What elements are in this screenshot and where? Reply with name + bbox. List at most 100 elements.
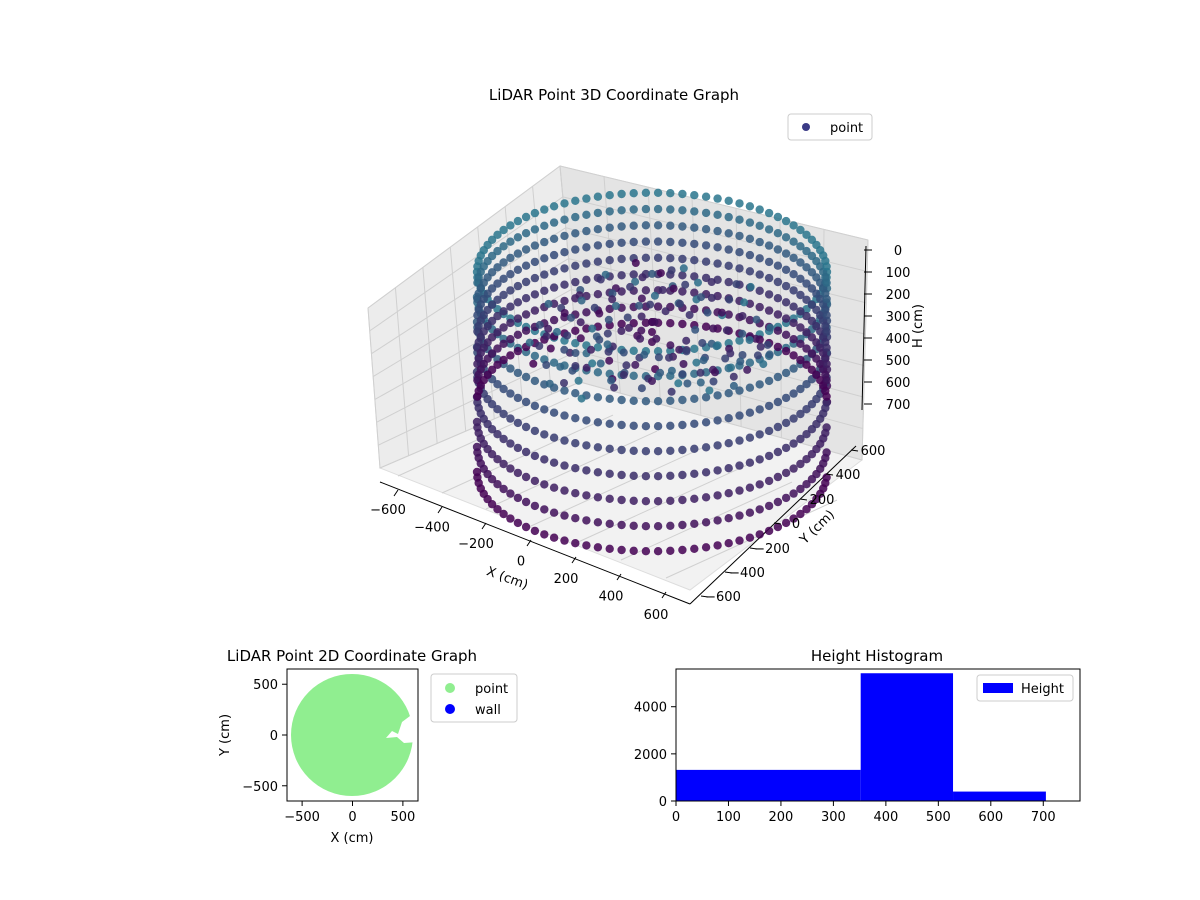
point-3d — [626, 282, 635, 291]
point-3d — [724, 196, 733, 205]
point-3d — [513, 281, 523, 291]
point-3d — [636, 334, 645, 343]
point-3d — [678, 495, 687, 505]
point-3d — [540, 237, 549, 247]
ticks-2d: −500 0 500 500 0 −500 — [242, 678, 415, 825]
point-3d — [499, 274, 508, 283]
point-3d — [506, 439, 515, 448]
point-3d — [641, 397, 651, 406]
point-3d — [796, 384, 805, 394]
point-3d — [493, 405, 502, 414]
point-3d — [696, 378, 705, 387]
point-3d — [593, 208, 603, 218]
point-3d — [560, 436, 569, 445]
x-tick-label-histogram: 700 — [1031, 810, 1056, 825]
x-tick-label-2d: −500 — [284, 810, 320, 825]
point-3d — [789, 414, 798, 423]
point-3d — [540, 505, 549, 514]
point-3d — [617, 238, 626, 247]
point-3d — [713, 259, 722, 268]
point-3d — [755, 530, 764, 539]
x-tick-label-histogram: 100 — [716, 810, 741, 825]
point-3d — [764, 401, 774, 411]
point-3d — [701, 208, 711, 218]
point-3d — [796, 484, 805, 494]
point-3d — [582, 308, 591, 317]
y-axis-line — [689, 445, 857, 605]
point-3d — [553, 327, 561, 336]
point-3d — [560, 411, 569, 420]
grid-line-x — [575, 464, 748, 544]
point-3d — [605, 223, 614, 232]
point-3d — [629, 546, 638, 555]
point-3d — [487, 316, 497, 326]
point-3d — [735, 264, 744, 273]
point-3d — [807, 475, 817, 484]
point-3d — [499, 242, 508, 251]
point-3d — [605, 207, 614, 216]
point-3d — [629, 221, 638, 230]
point-3d — [535, 342, 544, 350]
point-3d — [822, 311, 831, 320]
point-3d — [513, 418, 523, 428]
point-3d — [653, 204, 663, 214]
point-3d — [588, 324, 597, 333]
point-3d — [796, 307, 805, 316]
point-3d — [802, 455, 811, 464]
point-3d — [560, 215, 569, 224]
point-3d — [582, 491, 591, 500]
point-3d — [530, 376, 540, 386]
point-3d — [666, 496, 675, 505]
point-3d — [666, 221, 675, 230]
point-3d — [653, 422, 663, 431]
point-3d — [669, 284, 678, 293]
point-3d — [807, 400, 817, 409]
point-3d — [576, 334, 585, 343]
point-3d — [653, 397, 663, 406]
point-3d — [493, 344, 502, 353]
point-3d — [571, 464, 580, 473]
point-3d — [736, 357, 745, 366]
x-tick-label-2d: 0 — [348, 810, 356, 825]
point-3d — [756, 342, 765, 351]
point-3d — [487, 284, 497, 293]
point-3d — [499, 355, 508, 365]
point-3d — [637, 384, 646, 393]
point-3d — [605, 519, 614, 528]
point-3d — [789, 514, 798, 523]
point-3d — [582, 363, 591, 372]
point-3d — [781, 493, 791, 503]
point-3d — [764, 241, 774, 250]
point-3d — [608, 289, 617, 298]
point-3d — [773, 310, 783, 319]
point-3d — [617, 495, 626, 505]
point-3d — [690, 223, 699, 232]
point-3d — [796, 225, 805, 235]
point-3d — [745, 458, 755, 467]
point-3d — [773, 294, 783, 303]
point-3d — [641, 422, 651, 431]
point-3d — [717, 308, 726, 317]
ticks-histogram: 0 100 200 300 400 500 600 700 0 2000 4000 — [634, 701, 1056, 825]
point-3d — [690, 239, 699, 249]
point-3d — [802, 405, 811, 414]
point-3d — [691, 325, 700, 334]
point-3d — [593, 543, 603, 552]
point-3d — [738, 329, 747, 338]
x-tick-label-histogram: 500 — [926, 810, 951, 825]
point-3d — [530, 451, 540, 461]
point-3d — [822, 262, 831, 271]
x-axis-line — [379, 481, 691, 605]
point-3d — [629, 205, 638, 214]
point-3d — [617, 520, 626, 530]
legend-marker-wall-2d — [445, 704, 455, 714]
point-3d — [499, 459, 508, 469]
x-tick-label-histogram: 600 — [978, 810, 1003, 825]
point-3d — [506, 270, 515, 279]
point-3d — [549, 408, 559, 417]
point-3d — [571, 389, 580, 398]
point-3d — [617, 206, 626, 215]
point-3d — [678, 238, 687, 247]
point-3d — [607, 376, 616, 385]
point-3d — [529, 359, 538, 368]
